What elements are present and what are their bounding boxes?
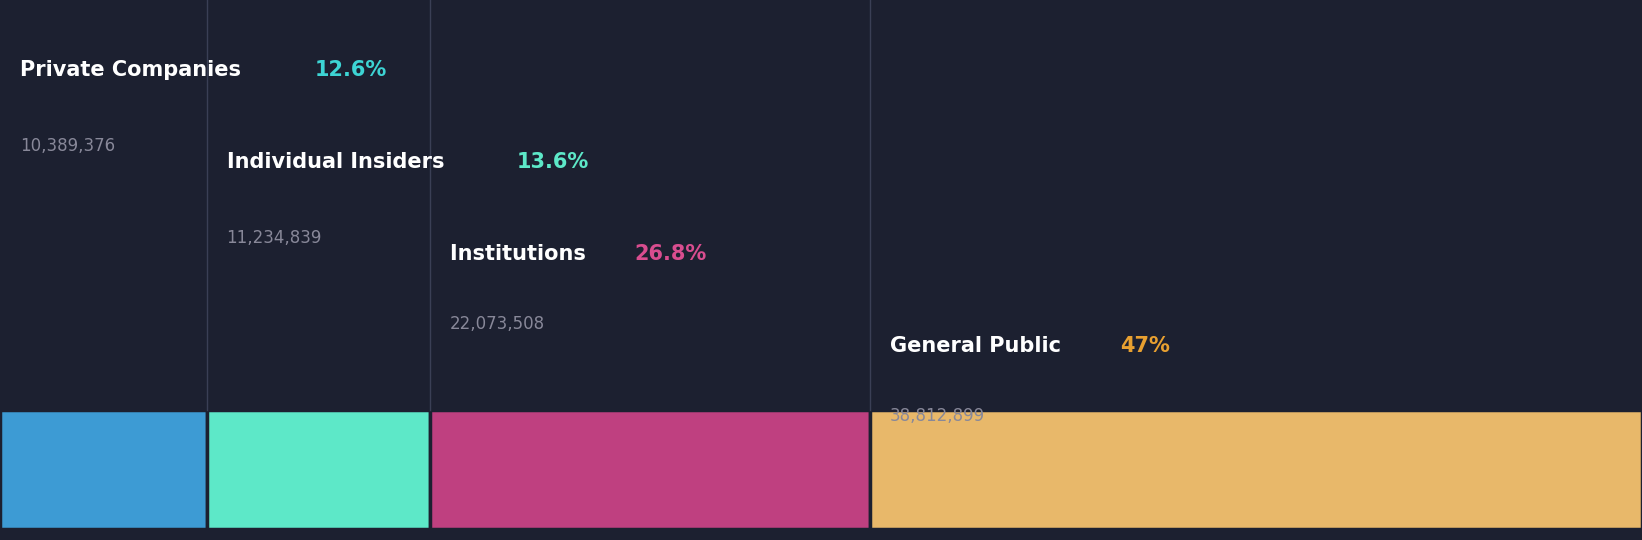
Text: Individual Insiders: Individual Insiders	[227, 152, 452, 172]
Text: 12.6%: 12.6%	[314, 60, 386, 80]
Bar	[207, 410, 430, 529]
Text: 10,389,376: 10,389,376	[20, 137, 115, 155]
Bar	[870, 410, 1642, 529]
Text: 13.6%: 13.6%	[517, 152, 589, 172]
Text: 47%: 47%	[1120, 335, 1169, 356]
Text: Private Companies: Private Companies	[20, 60, 248, 80]
Text: 22,073,508: 22,073,508	[450, 315, 545, 333]
Text: General Public: General Public	[890, 335, 1069, 356]
Bar	[0, 410, 207, 529]
Text: 26.8%: 26.8%	[634, 244, 706, 264]
Text: 38,812,899: 38,812,899	[890, 407, 985, 425]
Text: 11,234,839: 11,234,839	[227, 228, 322, 247]
Bar	[430, 410, 870, 529]
Text: Institutions: Institutions	[450, 244, 593, 264]
